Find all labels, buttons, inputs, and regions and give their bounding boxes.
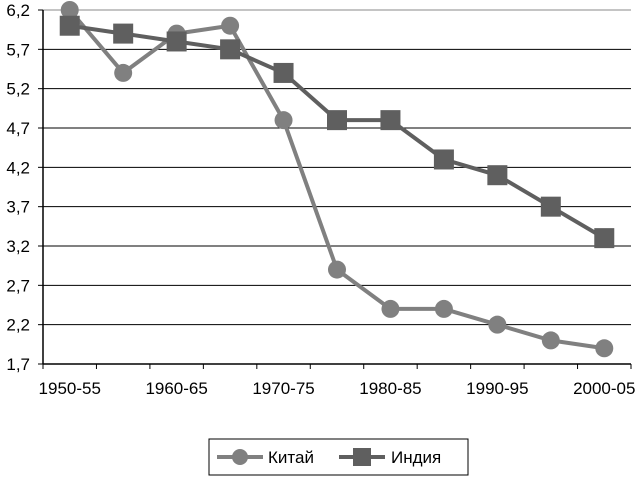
- legend-circle-marker-icon: [232, 449, 248, 465]
- y-tick-label: 6,2: [6, 1, 30, 20]
- x-tick-label: 1970-75: [252, 379, 314, 398]
- data-point: [433, 149, 454, 170]
- x-tick-label: 1990-95: [466, 379, 528, 398]
- data-point: [328, 260, 346, 279]
- legend-label-china: Китай: [268, 448, 314, 467]
- y-tick-label: 3,2: [6, 237, 30, 256]
- x-tick-label: 1960-65: [145, 379, 207, 398]
- data-point: [273, 62, 294, 83]
- y-tick-label: 4,7: [6, 119, 30, 138]
- x-tick-label: 2000-05: [573, 379, 635, 398]
- data-point: [60, 1, 79, 19]
- data-point: [380, 110, 401, 131]
- series-group: [59, 1, 615, 358]
- data-point: [434, 299, 453, 318]
- data-point: [221, 16, 240, 35]
- y-axis-tick-labels: 1,7 2,2 2,7 3,2 3,7 4,2 4,7 5,2 5,7 6,2: [6, 1, 30, 374]
- data-point: [114, 63, 133, 82]
- x-tick-label: 1950-55: [39, 379, 101, 398]
- y-tick-label: 2,2: [6, 316, 30, 335]
- data-point: [166, 31, 187, 52]
- x-axis-tick-labels: 1950-55 1960-65 1970-75 1980-85 1990-95 2000-…: [39, 379, 636, 398]
- y-tick-label: 3,7: [6, 198, 30, 217]
- series-india: [59, 15, 615, 249]
- legend-label-india: Индия: [391, 448, 441, 467]
- data-point: [59, 15, 80, 36]
- y-tick-label: 5,7: [6, 40, 30, 59]
- legend-item-india: Индия: [339, 448, 441, 467]
- y-tick-label: 1,7: [6, 355, 30, 374]
- series-line: [68, 8, 605, 351]
- legend-square-marker-icon: [353, 448, 371, 466]
- data-point: [327, 110, 347, 131]
- data-point: [594, 228, 615, 249]
- data-point: [113, 23, 134, 44]
- series-china: [60, 1, 614, 358]
- y-tick-label: 2,7: [6, 276, 30, 295]
- data-point: [540, 196, 561, 217]
- x-tick-label: 1980-85: [359, 379, 421, 398]
- data-point: [541, 331, 560, 350]
- data-point: [487, 165, 508, 186]
- data-point: [381, 299, 400, 318]
- data-point: [220, 39, 241, 60]
- y-tick-label: 5,2: [6, 80, 30, 99]
- legend: Китай Индия: [208, 438, 469, 476]
- data-point: [595, 339, 614, 358]
- data-point: [274, 111, 293, 130]
- legend-item-china: Китай: [217, 448, 314, 467]
- data-point: [488, 315, 507, 334]
- axes: [38, 9, 632, 369]
- y-tick-label: 4,2: [6, 158, 30, 177]
